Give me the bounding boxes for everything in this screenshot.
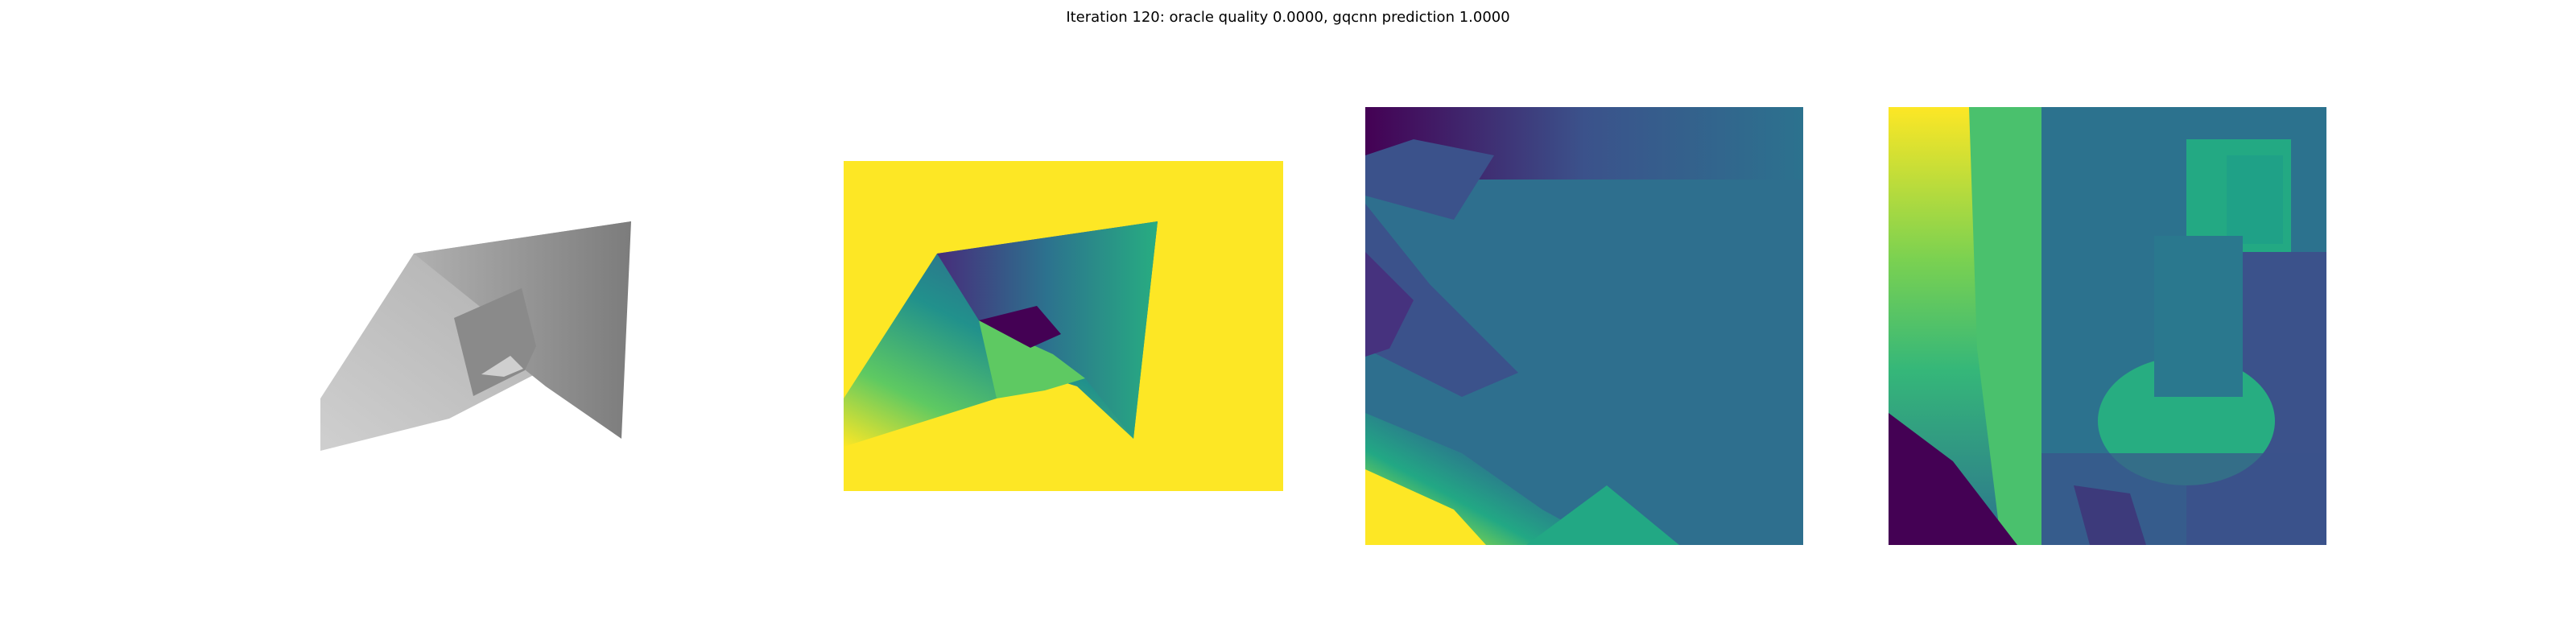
depth-crop-b-image: [1889, 107, 2326, 545]
grasp-render-panel: [320, 217, 639, 457]
grasp-render-image: [320, 221, 631, 451]
figure-title: Iteration 120: oracle quality 0.0000, gq…: [1066, 9, 1510, 26]
depth-crop-b-panel: [1889, 107, 2326, 545]
depth-crop-a-panel: [1365, 107, 1803, 545]
depth-crop-a-image: [1365, 107, 1803, 545]
depth-image-panel: [844, 161, 1283, 491]
depth-image: [844, 161, 1283, 491]
